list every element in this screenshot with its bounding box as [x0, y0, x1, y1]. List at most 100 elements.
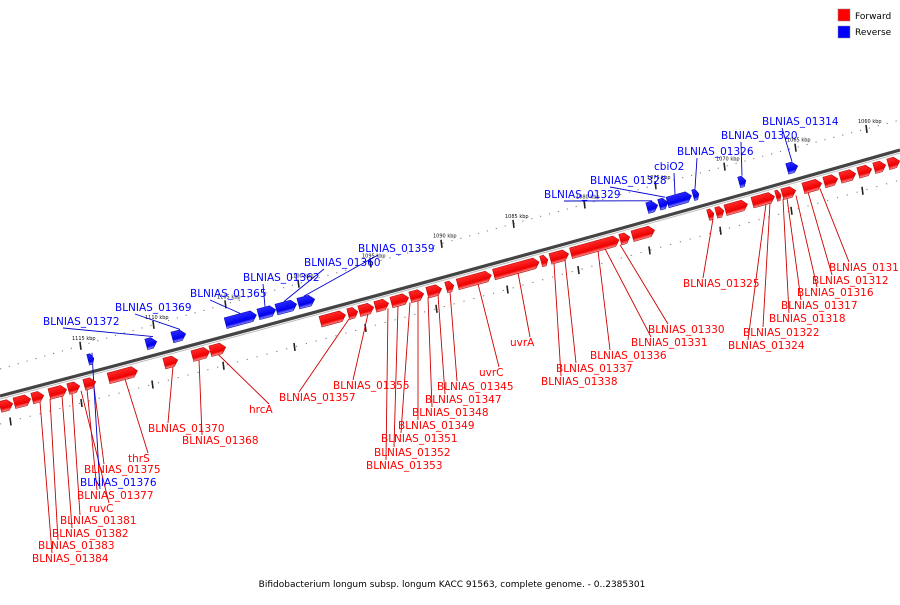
lower-tick-mark — [294, 343, 295, 351]
forward-gene-arrow — [445, 280, 456, 293]
forward-gene-label: BLNIAS_01348 — [412, 407, 489, 419]
gene-connector — [783, 199, 789, 313]
reverse-gene-arrow — [646, 200, 660, 214]
gene-connector — [168, 366, 173, 423]
genome-backbone — [0, 150, 900, 396]
label-layer: BLNIAS_01311BLNIAS_01312BLNIAS_01316BLNI… — [32, 116, 900, 565]
scale-tick-mark — [724, 163, 725, 171]
scale-tick-mark — [153, 321, 154, 329]
forward-gene-arrow — [347, 306, 360, 319]
reverse-gene-arrow — [224, 310, 258, 329]
reverse-gene-label: BLNIAS_01326 — [677, 146, 754, 158]
forward-gene-label: ruvC — [89, 503, 114, 515]
forward-gene-label: BLNIAS_01317 — [781, 300, 858, 312]
reverse-gene-arrow — [87, 353, 96, 365]
legend: Forward Reverse — [838, 9, 892, 38]
forward-gene-arrow — [390, 292, 410, 307]
reverse-gene-arrow — [171, 329, 187, 343]
reverse-gene-arrow — [692, 188, 701, 200]
forward-gene-arrow — [873, 160, 888, 174]
forward-gene-label: BLNIAS_01384 — [32, 553, 109, 565]
gene-connector — [598, 251, 610, 350]
genome-caption: Bifidobacterium longum subsp. longum KAC… — [259, 580, 646, 590]
gene-connector — [62, 396, 72, 528]
reverse-gene-label: BLNIAS_01362 — [243, 272, 320, 284]
scale-tick-mark — [866, 125, 867, 133]
forward-gene-arrow — [823, 173, 839, 187]
forward-gene-label: BLNIAS_01382 — [52, 528, 129, 540]
forward-gene-arrow — [540, 254, 550, 266]
gene-connector — [674, 173, 675, 194]
forward-gene-label: BLNIAS_01325 — [683, 278, 760, 290]
lower-tick-mark — [791, 207, 792, 215]
scale-tick-label: 1085 kbp — [505, 214, 529, 220]
reverse-gene-label: BLNIAS_01369 — [115, 302, 192, 314]
forward-gene-label: BLNIAS_01322 — [743, 327, 820, 339]
lower-tick-mark — [578, 266, 579, 274]
reverse-gene-label: BLNIAS_01329 — [544, 189, 621, 201]
scale-tick-label: 1060 kbp — [858, 119, 882, 125]
gene-connector — [428, 298, 432, 407]
scale-tick-label: 1110 kbp — [145, 315, 169, 321]
forward-gene-label: uvrC — [479, 367, 504, 379]
forward-gene-arrow — [857, 164, 873, 178]
forward-gene-label: BLNIAS_01331 — [631, 337, 708, 349]
forward-gene-arrow — [319, 310, 347, 327]
forward-gene-label: BLNIAS_01312 — [812, 275, 889, 287]
gene-connector — [518, 273, 530, 337]
gene-connector — [820, 189, 849, 262]
forward-gene-label: BLNIAS_01381 — [60, 515, 137, 527]
forward-gene-label: hrcA — [249, 404, 274, 416]
lower-tick-mark — [81, 399, 82, 407]
forward-gene-label: BLNIAS_01351 — [381, 433, 458, 445]
gene-connector — [554, 263, 561, 376]
gene-connector — [565, 260, 576, 363]
forward-gene-label: uvrA — [510, 337, 535, 349]
forward-gene-label: BLNIAS_01330 — [648, 324, 725, 336]
reverse-gene-arrow — [738, 175, 748, 187]
reverse-gene-arrow — [145, 336, 158, 349]
forward-gene-label: BLNIAS_01337 — [556, 363, 633, 375]
forward-gene-label: BLNIAS_01345 — [437, 381, 514, 393]
forward-gene-arrow — [358, 302, 375, 317]
forward-gene-arrow — [707, 208, 716, 220]
forward-gene-label: BLNIAS_01336 — [590, 350, 667, 362]
reverse-gene-label: BLNIAS_01360 — [304, 257, 381, 269]
gene-connector — [401, 302, 410, 433]
reverse-gene-label: cbiO2 — [654, 161, 684, 173]
lower-tick-mark — [436, 305, 437, 313]
lower-tick-mark — [507, 285, 508, 293]
lower-tick-mark — [862, 187, 863, 195]
gene-connector — [478, 284, 499, 367]
forward-gene-label: BLNIAS_01347 — [425, 394, 502, 406]
forward-gene-label: BLNIAS_01352 — [374, 447, 451, 459]
gene-connector — [438, 295, 445, 394]
gene-connector — [787, 198, 801, 300]
scale-tick-mark — [513, 220, 514, 228]
lower-tick-mark — [223, 362, 224, 370]
forward-gene-arrow — [409, 288, 425, 302]
legend-reverse-label: Reverse — [855, 28, 892, 38]
reverse-gene-label: BLNIAS_01365 — [190, 288, 267, 300]
forward-gene-arrow — [715, 205, 726, 218]
forward-gene-arrow — [67, 381, 81, 395]
forward-gene-label: BLNIAS_01383 — [38, 540, 115, 552]
forward-gene-label: BLNIAS_01368 — [182, 435, 259, 447]
forward-gene-arrow — [887, 156, 900, 170]
scale-tick-label: 1115 kbp — [72, 336, 96, 342]
legend-reverse-swatch — [838, 26, 850, 38]
forward-gene-arrow — [0, 398, 14, 412]
reverse-gene-label: BLNIAS_01376 — [80, 477, 157, 489]
forward-gene-arrow — [209, 342, 227, 357]
forward-gene-arrow — [191, 346, 211, 361]
gene-connector — [796, 195, 817, 287]
gene-connector — [450, 292, 457, 382]
scale-tick-mark — [584, 200, 585, 208]
legend-forward-label: Forward — [855, 12, 891, 22]
lower-tick-mark — [720, 227, 721, 235]
forward-gene-arrow — [48, 384, 68, 399]
forward-gene-arrow — [31, 390, 45, 404]
forward-gene-label: BLNIAS_01338 — [541, 376, 618, 388]
forward-gene-arrow — [163, 355, 179, 369]
